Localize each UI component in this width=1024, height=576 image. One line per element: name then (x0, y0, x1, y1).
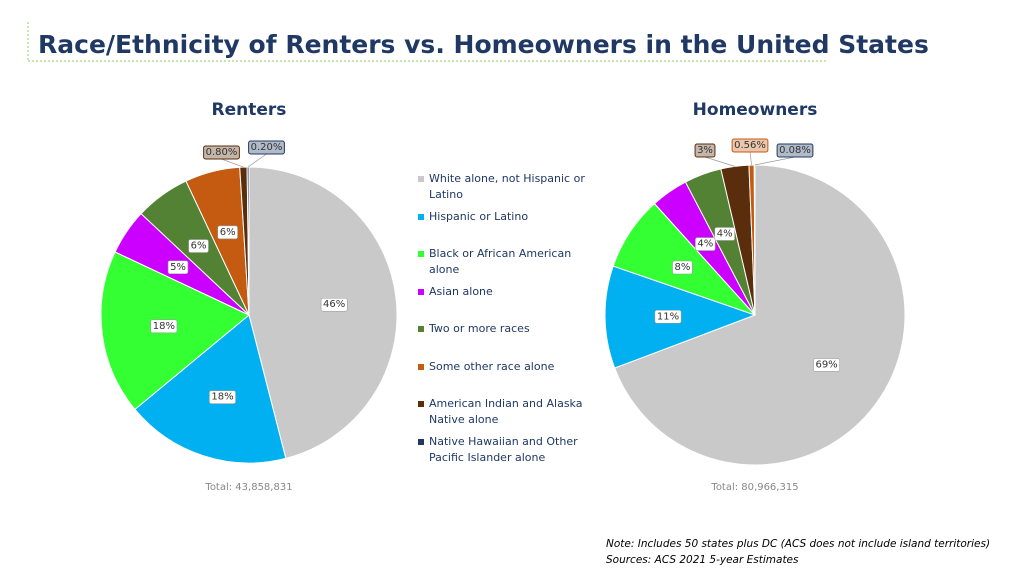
pie-slice: White alone, not Hispanic or Latino (248, 166, 398, 459)
data-label: 3% (697, 145, 713, 156)
legend-swatch (418, 213, 424, 220)
label-box (203, 145, 240, 160)
legend-swatch (418, 251, 424, 257)
label-box (217, 225, 238, 240)
label-box (694, 143, 716, 158)
total-label: Total: 80,966,315 (710, 482, 798, 493)
slide-title: Race/Ethnicity of Renters vs. Homeowners… (38, 30, 929, 59)
label-box (776, 143, 814, 158)
leader-line (754, 156, 796, 166)
legend-swatch (418, 176, 424, 182)
label-box (150, 319, 178, 334)
legend-entry: American Indian and Alaska Native alone (429, 397, 583, 426)
data-label: 46% (323, 299, 345, 310)
label-box (672, 260, 693, 275)
label-box (209, 390, 236, 404)
data-label: 11% (657, 311, 679, 322)
data-label: 8% (675, 262, 691, 273)
data-label: 0.08% (779, 145, 811, 156)
chart-title: Renters (212, 100, 287, 120)
data-label: 18% (211, 392, 233, 403)
total-label: Total: 43,858,831 (204, 482, 292, 493)
leader-line (704, 156, 735, 167)
label-box (188, 239, 209, 253)
label-box (248, 140, 285, 155)
legend-swatch (418, 438, 424, 445)
legend-entry: Two or more races (429, 322, 530, 335)
legend-swatch (418, 363, 424, 370)
chart-title: Homeowners (693, 100, 818, 120)
legend-entry: Asian alone (429, 284, 493, 298)
label-box (731, 138, 769, 153)
label-box (654, 309, 682, 324)
data-label: 69% (815, 359, 837, 370)
sources: Sources: ACS 2021 5-year Estimates (606, 554, 799, 566)
legend-swatch (418, 288, 424, 295)
data-label: 5% (170, 262, 186, 273)
data-label: 4% (717, 228, 733, 239)
legend-entry: Native Hawaiian and Other Pacific Island… (429, 434, 578, 464)
leader-line (221, 158, 244, 168)
legend-swatch (418, 326, 424, 332)
data-label: 0.56% (734, 140, 766, 151)
data-label: 0.80% (206, 147, 238, 158)
leader-line (749, 151, 752, 166)
data-label: 6% (220, 227, 236, 238)
leader-line (247, 153, 267, 168)
legend-entry: Hispanic or Latino (429, 209, 529, 223)
legend-swatch (418, 401, 424, 407)
pie-slice: Native Hawaiian and Other Pacific Island… (246, 166, 250, 316)
label-box (714, 227, 735, 241)
label-box (320, 297, 348, 312)
data-label: 18% (153, 321, 175, 332)
legend-entry: White alone, not Hispanic or Latino (429, 172, 585, 201)
data-label: 4% (697, 239, 713, 250)
label-box (695, 237, 716, 251)
label-box (167, 260, 189, 275)
data-label: 0.20% (251, 142, 283, 153)
pie-slice: White alone, not Hispanic or Latino (614, 164, 906, 466)
legend-entry: Black or African American alone (429, 247, 572, 276)
legend-entry: Some other race alone (429, 359, 555, 373)
pie-slice: Hispanic or Latino (134, 314, 287, 464)
label-box (813, 358, 840, 372)
data-label: 6% (191, 241, 207, 252)
note: Note: Includes 50 states plus DC (ACS do… (606, 538, 991, 550)
